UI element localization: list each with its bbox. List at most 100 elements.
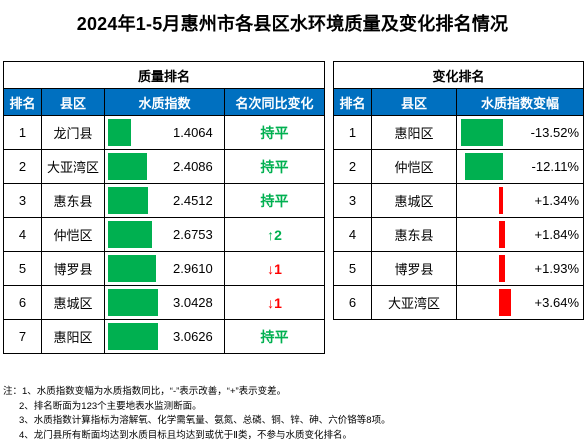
col-header-rank: 排名 — [3, 88, 42, 116]
water-index-bar — [108, 289, 158, 316]
index-change-value: +1.93% — [534, 261, 579, 276]
rank-cell: 5 — [333, 251, 372, 286]
col-header-index-change: 水质指数变幅 — [456, 88, 584, 116]
footnote: 注：1、水质指数变幅为水质指数同比，“-”表示改善，“+”表示变差。 — [3, 386, 287, 397]
index-change-cell: -13.52% — [456, 115, 584, 150]
rank-change-cell: 持平 — [223, 319, 326, 354]
rank-cell: 3 — [3, 183, 42, 218]
water-index-value: 3.0626 — [173, 329, 213, 344]
rank-cell: 2 — [333, 149, 372, 184]
index-change-value: -12.11% — [531, 159, 579, 174]
rank-change-cell: 持平 — [223, 149, 326, 184]
rank-cell: 5 — [3, 251, 42, 286]
rank-change-cell: ↓1 — [223, 285, 326, 320]
table-row: 3 惠城区 +1.34% — [333, 183, 584, 218]
district-cell: 大亚湾区 — [41, 149, 105, 184]
district-cell: 惠城区 — [41, 285, 105, 320]
footnote: 2、排名断面为123个主要地表水监测断面。 — [19, 400, 202, 412]
rank-change-value: 持平 — [260, 192, 289, 209]
rank-cell: 1 — [3, 115, 42, 150]
rank-cell: 3 — [333, 183, 372, 218]
district-cell: 惠阳区 — [41, 319, 105, 354]
table-row: 6 大亚湾区 +3.64% — [333, 285, 584, 320]
table-row: 2 大亚湾区 2.4086 持平 — [3, 149, 326, 184]
col-header-district: 县区 — [41, 88, 105, 116]
rank-change-value: ↓1 — [267, 294, 282, 311]
water-index-bar — [108, 187, 148, 214]
rank-cell: 4 — [333, 217, 372, 252]
district-cell: 仲恺区 — [371, 149, 457, 184]
col-header-district: 县区 — [371, 88, 457, 116]
change-ranking-table: 变化排名 排名 县区 水质指数变幅 1 惠阳区 -13.52% 2 仲恺区 -12.11%… — [333, 61, 584, 320]
district-cell: 惠东县 — [41, 183, 105, 218]
table-row: 4 仲恺区 2.6753 ↑2 — [3, 217, 326, 252]
rank-change-cell: ↑2 — [223, 217, 326, 252]
water-index-bar — [108, 153, 147, 180]
index-change-value: -13.52% — [530, 125, 579, 140]
index-change-value: +1.34% — [534, 193, 579, 208]
index-change-cell: -12.11% — [456, 149, 584, 184]
water-index-cell: 3.0626 — [104, 319, 225, 354]
index-change-cell: +1.34% — [456, 183, 584, 218]
index-change-value: +1.84% — [534, 227, 579, 242]
district-cell: 惠阳区 — [371, 115, 457, 150]
col-header-water-index: 水质指数 — [104, 88, 225, 116]
rank-cell: 1 — [333, 115, 372, 150]
water-index-value: 1.4064 — [173, 125, 213, 140]
table-row: 5 博罗县 2.9610 ↓1 — [3, 251, 326, 286]
rank-cell: 6 — [333, 285, 372, 320]
index-change-bar — [499, 221, 505, 248]
table-row: 6 惠城区 3.0428 ↓1 — [3, 285, 326, 320]
rank-change-cell: 持平 — [223, 115, 326, 150]
rank-change-cell: 持平 — [223, 183, 326, 218]
rank-cell: 7 — [3, 319, 42, 354]
index-change-bar — [461, 119, 503, 146]
district-cell: 惠东县 — [371, 217, 457, 252]
water-index-cell: 2.4086 — [104, 149, 225, 184]
index-change-bar — [465, 153, 503, 180]
col-header-rank-change: 名次同比变化 — [223, 88, 326, 116]
table-row: 3 惠东县 2.4512 持平 — [3, 183, 326, 218]
water-index-value: 2.4086 — [173, 159, 213, 174]
water-index-cell: 2.4512 — [104, 183, 225, 218]
rank-change-value: 持平 — [260, 124, 289, 141]
rank-cell: 4 — [3, 217, 42, 252]
index-change-cell: +1.93% — [456, 251, 584, 286]
table-row: 1 龙门县 1.4064 持平 — [3, 115, 326, 150]
table-row: 2 仲恺区 -12.11% — [333, 149, 584, 184]
rank-change-value: 持平 — [260, 328, 289, 345]
district-cell: 博罗县 — [41, 251, 105, 286]
table-row: 5 博罗县 +1.93% — [333, 251, 584, 286]
index-change-bar — [499, 187, 503, 214]
water-index-cell: 2.9610 — [104, 251, 225, 286]
water-index-value: 2.9610 — [173, 261, 213, 276]
quality-ranking-section-title: 质量排名 — [2, 61, 326, 89]
footnote: 4、龙门县所有断面均达到水质目标且均达到或优于Ⅱ类，不参与水质变化排名。 — [19, 429, 352, 441]
water-index-cell: 3.0428 — [104, 285, 225, 320]
district-cell: 龙门县 — [41, 115, 105, 150]
rank-change-cell: ↓1 — [223, 251, 326, 286]
index-change-bar — [499, 289, 511, 316]
index-change-cell: +1.84% — [456, 217, 584, 252]
quality-ranking-table: 质量排名 排名 县区 水质指数 名次同比变化 1 龙门县 1.4064 持平 2 大亚湾区… — [2, 61, 326, 354]
table-row: 4 惠东县 +1.84% — [333, 217, 584, 252]
water-index-value: 3.0428 — [173, 295, 213, 310]
table-row: 7 惠阳区 3.0626 持平 — [3, 319, 326, 354]
water-index-value: 2.4512 — [173, 193, 213, 208]
col-header-rank: 排名 — [333, 88, 372, 116]
district-cell: 仲恺区 — [41, 217, 105, 252]
table-row: 1 惠阳区 -13.52% — [333, 115, 584, 150]
rank-change-value: ↓1 — [267, 260, 282, 277]
district-cell: 惠城区 — [371, 183, 457, 218]
index-change-value: +3.64% — [534, 295, 579, 310]
rank-change-value: 持平 — [260, 158, 289, 175]
footnote: 3、水质指数计算指标为溶解氧、化学需氧量、氨氮、总磷、铜、锌、砷、六价铬等8项。 — [19, 415, 391, 426]
water-index-bar — [108, 255, 156, 282]
district-cell: 博罗县 — [371, 251, 457, 286]
water-index-bar — [108, 221, 152, 248]
rank-cell: 6 — [3, 285, 42, 320]
district-cell: 大亚湾区 — [371, 285, 457, 320]
index-change-bar — [499, 255, 505, 282]
water-index-bar — [108, 323, 158, 350]
change-ranking-section-title: 变化排名 — [333, 61, 584, 89]
